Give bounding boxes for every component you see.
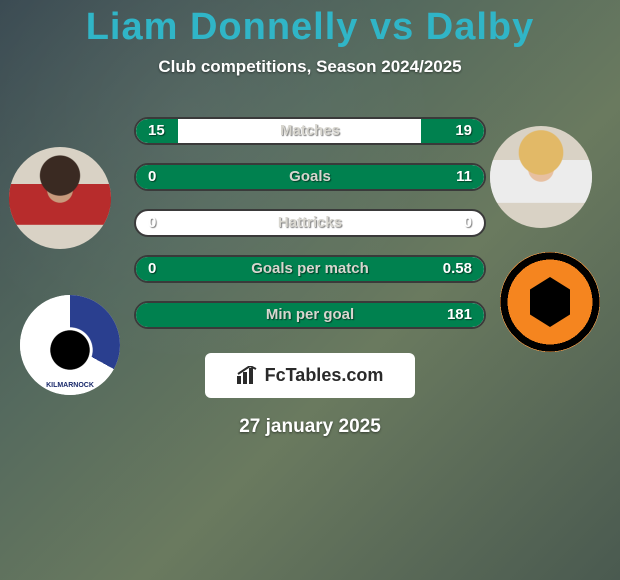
stat-row: Goals per match0 0.58 [134,255,486,283]
stat-label: Matches [136,119,484,143]
club-left-crest [20,295,120,395]
stat-value-right: 0.58 [443,257,472,281]
club-right-crest [500,252,600,352]
stat-label: Goals [136,165,484,189]
stat-row: Min per goal181 [134,301,486,329]
stat-row: Matches15 19 [134,117,486,145]
stat-value-right: 19 [455,119,472,143]
page-title: Liam Donnelly vs Dalby [0,6,620,49]
stat-label: Hattricks [136,211,484,235]
comparison-card: Liam Donnelly vs Dalby Club competitions… [0,0,620,580]
stat-label: Goals per match [136,257,484,281]
chart-icon [237,366,259,384]
stat-value-left: 15 [148,119,165,143]
stat-value-right: 181 [447,303,472,327]
stat-row: Goals0 11 [134,163,486,191]
stat-value-right: 0 [464,211,472,235]
watermark-badge: FcTables.com [205,353,415,398]
season-subtitle: Club competitions, Season 2024/2025 [0,57,620,77]
stat-value-left: 0 [148,211,156,235]
snapshot-date: 27 january 2025 [0,416,620,438]
watermark-text: FcTables.com [265,365,384,385]
stat-row: Hattricks0 0 [134,209,486,237]
stat-value-right: 11 [456,165,472,189]
player-right-avatar [490,126,592,228]
stat-value-left: 0 [148,165,156,189]
player-left-avatar [9,147,111,249]
stat-rows: Matches1519Goals011Hattricks00Goals per … [134,117,486,329]
stat-value-left: 0 [148,257,156,281]
stat-label: Min per goal [136,303,484,327]
